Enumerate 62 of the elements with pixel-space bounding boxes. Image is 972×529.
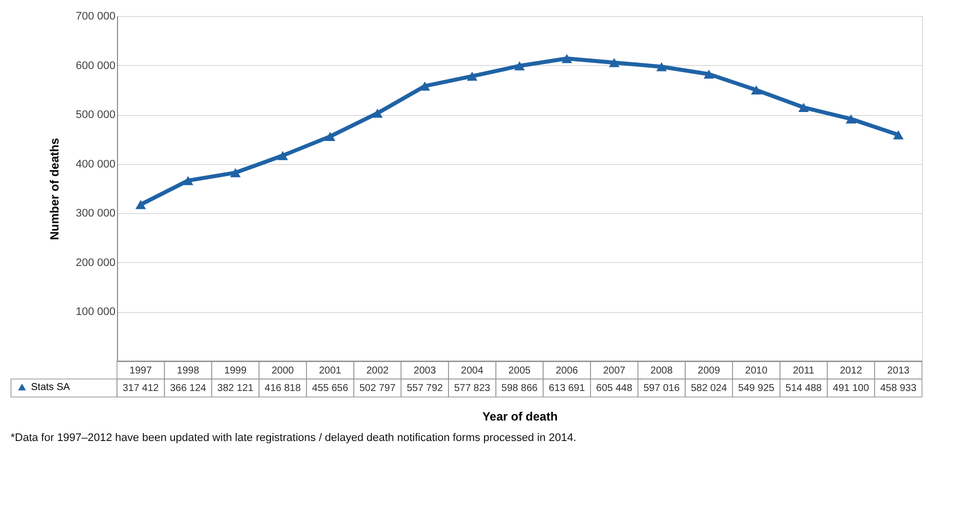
y-tick-label: 700 000: [76, 10, 116, 22]
point: [182, 176, 194, 186]
y-tick-label: 400 000: [76, 158, 116, 170]
x-tick-label: 2001: [318, 366, 342, 376]
x-tick-label: 2007: [603, 366, 626, 376]
data-label: 382 121: [217, 383, 254, 394]
point: [656, 62, 667, 72]
legend-label: Stats SA: [31, 382, 70, 393]
point: [135, 200, 146, 210]
data-label: 455 656: [312, 383, 349, 394]
point: [704, 70, 714, 79]
x-tick-label: 2010: [745, 366, 768, 376]
data-label: 366 124: [170, 383, 207, 394]
x-tick-label: 2003: [414, 366, 436, 376]
point: [562, 54, 572, 64]
point: [420, 82, 430, 91]
y-axis-title: Number of deaths: [48, 138, 62, 240]
y-tick-label: 200 000: [76, 256, 116, 269]
x-tick-label: 2009: [698, 366, 720, 376]
data-label: 491 100: [832, 383, 870, 394]
data-label: 458 933: [880, 383, 917, 394]
x-tick-label: 1999: [224, 366, 247, 376]
x-tick-label: 2008: [650, 366, 674, 376]
data-label: 598 866: [501, 383, 538, 394]
x-tick-label: 1997: [130, 366, 152, 376]
text: *Data for 1997–2012 have been updated with late registrations / delayed death notification forms processed in 2014.: [10, 432, 576, 444]
point: [372, 108, 383, 118]
point: [466, 72, 478, 81]
data-label: 557 792: [406, 383, 444, 394]
y-tick-label: 100 000: [76, 306, 116, 318]
x-tick-label: 2013: [887, 366, 910, 376]
data-label: 613 691: [548, 383, 586, 394]
x-tick-label: 2011: [792, 366, 815, 376]
data-label: 514 488: [786, 383, 822, 394]
point: [277, 151, 288, 160]
data-label: 582 024: [690, 383, 728, 394]
point: [608, 58, 620, 68]
point: [324, 132, 336, 141]
x-tick-label: 2012: [840, 366, 863, 376]
point: [798, 102, 809, 112]
data-label: 502 797: [359, 383, 396, 394]
data-label: 605 448: [596, 383, 633, 394]
y-tick-label: 300 000: [76, 208, 116, 220]
data-label: 577 823: [454, 383, 491, 394]
data-label: 317 412: [122, 383, 160, 394]
point: [514, 61, 525, 70]
x-axis-title: Year of death: [482, 410, 558, 424]
x-tick-label: 1998: [176, 366, 200, 376]
point: [846, 114, 856, 124]
point: [230, 168, 241, 178]
x-tick-label: 2002: [366, 366, 389, 376]
x-tick-label: 2000: [272, 366, 294, 376]
data-label: 549 925: [738, 383, 775, 394]
point: [893, 130, 904, 140]
y-tick-label: 500 000: [76, 109, 116, 122]
y-tick-label: 600 000: [76, 60, 116, 72]
data-label: 597 016: [643, 383, 680, 394]
data-label: 416 818: [264, 383, 302, 394]
x-tick-label: 2006: [556, 366, 578, 376]
x-tick-label: 2005: [508, 366, 532, 376]
x-tick-label: 2004: [461, 366, 484, 376]
point: [751, 85, 762, 95]
